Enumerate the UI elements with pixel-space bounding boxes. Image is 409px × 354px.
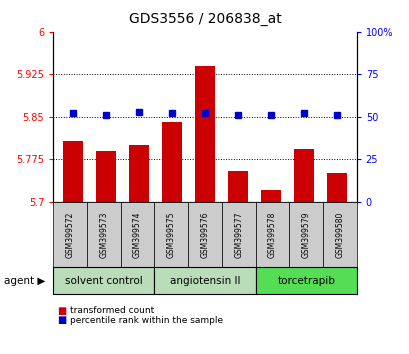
Text: transformed count: transformed count — [70, 306, 153, 315]
Text: GSM399579: GSM399579 — [301, 211, 310, 258]
Text: GSM399573: GSM399573 — [99, 211, 108, 258]
Text: ■: ■ — [57, 315, 67, 325]
Text: GSM399580: GSM399580 — [335, 211, 344, 258]
Bar — [195, 66, 214, 202]
Bar — [162, 122, 182, 202]
Text: agent ▶: agent ▶ — [4, 275, 45, 286]
Text: solvent control: solvent control — [65, 275, 142, 286]
Bar — [326, 173, 346, 202]
Bar — [227, 171, 247, 202]
Text: GSM399577: GSM399577 — [234, 211, 243, 258]
Text: angiotensin II: angiotensin II — [169, 275, 240, 286]
Bar — [261, 190, 280, 202]
Text: torcetrapib: torcetrapib — [276, 275, 334, 286]
Text: GSM399578: GSM399578 — [267, 211, 276, 258]
Text: GSM399576: GSM399576 — [200, 211, 209, 258]
Bar — [293, 149, 313, 202]
Text: GDS3556 / 206838_at: GDS3556 / 206838_at — [128, 12, 281, 27]
Bar — [63, 141, 83, 202]
Text: GSM399572: GSM399572 — [65, 211, 74, 258]
Text: GSM399574: GSM399574 — [133, 211, 142, 258]
Text: ■: ■ — [57, 306, 67, 316]
Bar — [129, 145, 148, 202]
Bar — [96, 151, 116, 202]
Text: GSM399575: GSM399575 — [166, 211, 175, 258]
Text: percentile rank within the sample: percentile rank within the sample — [70, 316, 222, 325]
